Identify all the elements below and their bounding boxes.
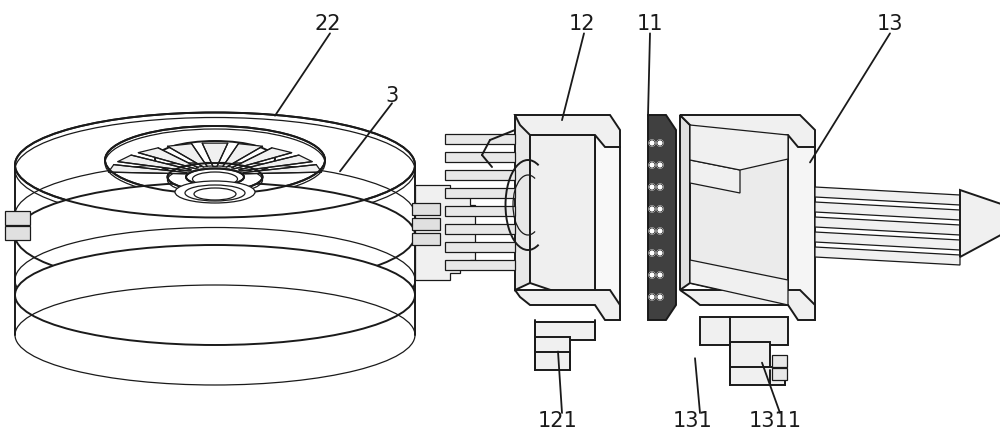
Text: 22: 22 (315, 15, 341, 34)
Polygon shape (815, 232, 960, 250)
Polygon shape (690, 125, 788, 305)
Circle shape (649, 140, 655, 146)
Bar (535, 337, 570, 355)
Circle shape (649, 206, 655, 212)
Polygon shape (815, 202, 960, 220)
Polygon shape (515, 115, 530, 290)
Bar (535, 322, 595, 340)
Polygon shape (232, 148, 292, 169)
Bar (535, 352, 570, 370)
Ellipse shape (194, 188, 236, 200)
Polygon shape (515, 115, 620, 147)
Bar (445, 224, 515, 234)
Polygon shape (815, 247, 960, 265)
Polygon shape (815, 187, 960, 205)
Polygon shape (690, 125, 788, 170)
Polygon shape (138, 148, 198, 169)
Text: 13: 13 (877, 15, 903, 34)
Circle shape (657, 184, 663, 190)
Polygon shape (108, 165, 187, 174)
Polygon shape (239, 155, 312, 171)
Text: 11: 11 (637, 15, 663, 34)
Text: 3: 3 (385, 86, 399, 105)
Bar (730, 342, 770, 370)
Circle shape (657, 250, 663, 256)
Text: 131: 131 (673, 411, 713, 430)
Circle shape (657, 206, 663, 212)
Bar (412, 203, 440, 215)
Bar (772, 355, 787, 367)
Ellipse shape (105, 126, 325, 194)
Polygon shape (788, 135, 815, 320)
Ellipse shape (175, 181, 255, 203)
Ellipse shape (185, 185, 245, 201)
Bar (445, 152, 515, 162)
Ellipse shape (155, 141, 275, 177)
Ellipse shape (186, 169, 244, 186)
Circle shape (657, 228, 663, 234)
Circle shape (657, 294, 663, 300)
Text: 121: 121 (538, 411, 578, 430)
Circle shape (649, 272, 655, 278)
Bar (445, 188, 515, 198)
Ellipse shape (15, 113, 415, 218)
Polygon shape (118, 155, 191, 171)
Circle shape (657, 140, 663, 146)
Polygon shape (815, 217, 960, 235)
Ellipse shape (15, 182, 415, 287)
Circle shape (657, 162, 663, 168)
Ellipse shape (15, 245, 415, 345)
Text: 12: 12 (569, 15, 595, 34)
Polygon shape (690, 160, 740, 193)
Polygon shape (680, 115, 815, 147)
Bar (700, 317, 788, 345)
Bar (445, 242, 515, 252)
Bar (5, 226, 30, 240)
Bar (730, 367, 785, 385)
Polygon shape (223, 144, 263, 167)
Polygon shape (415, 185, 475, 280)
Polygon shape (960, 190, 1000, 257)
Polygon shape (680, 115, 690, 290)
Circle shape (649, 228, 655, 234)
Circle shape (657, 272, 663, 278)
Circle shape (649, 184, 655, 190)
Circle shape (649, 162, 655, 168)
Bar (445, 134, 515, 144)
Bar (445, 260, 515, 270)
Polygon shape (243, 165, 322, 174)
Bar (445, 170, 515, 180)
Circle shape (649, 294, 655, 300)
Bar (412, 218, 440, 230)
Text: 1311: 1311 (748, 411, 802, 430)
Circle shape (649, 250, 655, 256)
Bar (5, 211, 30, 225)
Polygon shape (680, 290, 815, 320)
Bar (412, 233, 440, 245)
Ellipse shape (168, 163, 262, 191)
Polygon shape (595, 135, 620, 320)
Polygon shape (167, 144, 207, 167)
Polygon shape (690, 260, 788, 305)
Polygon shape (648, 115, 676, 320)
Bar (445, 206, 515, 216)
Polygon shape (530, 125, 595, 305)
Bar (772, 368, 787, 380)
Polygon shape (515, 290, 620, 320)
Polygon shape (202, 143, 228, 166)
